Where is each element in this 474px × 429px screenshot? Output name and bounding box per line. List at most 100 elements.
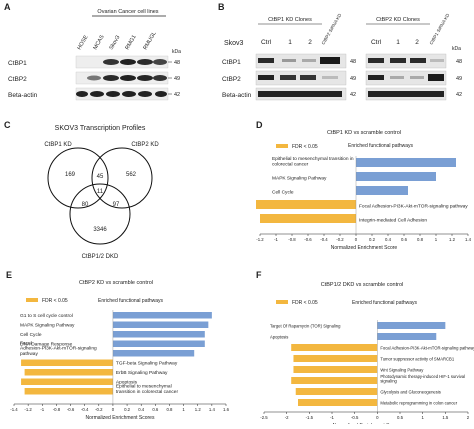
blot-label-ctbp2: CtBP2 [8,76,27,83]
x-tick-label: 0.8 [417,237,424,242]
bar [21,378,113,385]
chart-f: CtBP1/2 DKD vs scramble control FDR < 0.0… [260,282,474,429]
blot-label-ctbp1-b: CtBP1 [222,59,241,66]
bar [112,321,209,328]
venn-circle-ctbp2 [91,147,153,209]
venn-label-dkd: CtBP1/2 DKD [82,254,119,260]
chart-title: CtBP1 KD vs scramble control [327,130,401,136]
legend-label-fdr: FDR < 0.05 [292,144,318,150]
g1-lane-2: 2 [308,39,312,46]
category-label: Apoptosis [270,335,288,340]
g1-lane-ctrl: Ctrl [261,39,272,46]
category-label: Target Of Rapamycin (TOR) Signaling [270,324,341,329]
x-tick-label: 1.2 [195,407,202,412]
x-tick-label: -2 [285,415,289,420]
group2-title: CtBP2 KD Clones [376,17,420,23]
x-tick-label: -1.2 [256,237,264,242]
x-tick-label: 0.4 [138,407,145,412]
x-tick-label: -0.4 [81,407,89,412]
x-tick-label: 2 [467,415,470,420]
panel-label: B [218,2,225,12]
kda-48: 48 [174,60,180,66]
bar [377,322,446,329]
legend-swatch-fdr [276,144,288,148]
bar [260,214,356,223]
x-tick-label: 0.5 [397,415,404,420]
x-tick-label: -0.5 [351,415,359,420]
category-label: Photodynamic therapy-induced HIF-1 survi… [380,374,465,384]
bar [256,200,356,209]
x-tick-label: -0.8 [288,237,296,242]
western-blot-b: CtBP1 KD Clones CtBP2 KD Clones Skov3 Ct… [222,12,462,101]
bar [356,158,456,167]
bar [24,369,113,376]
bar [293,366,378,373]
x-tick-label: 0 [112,407,115,412]
x-tick-label: -1 [40,407,44,412]
panel-label: F [256,270,262,280]
bar [112,350,195,357]
blot-label-actin: Beta-actin [8,92,38,99]
chart-e: CtBP2 KD vs scramble control FDR < 0.05 En… [10,280,229,421]
bar [291,344,378,351]
g1-lane-sirna: CtBP2 SiRNA KD [321,12,343,45]
blot-label-ctbp1: CtBP1 [8,60,27,67]
panel-label: A [4,2,11,12]
kda-42: 42 [174,92,180,98]
kda-b1-48: 48 [350,59,356,65]
venn-circle-dkd [69,183,131,245]
x-tick-label: 1 [421,415,424,420]
western-blot-a: Ovarian Cancer cell lines HOSE MCAS Skov3 R… [8,9,181,101]
kda-49: 49 [174,76,180,82]
bar [291,377,378,384]
kda-label-b: kDa [452,46,461,52]
category-label: MAPK Signaling Pathway [20,323,75,329]
category-label: Wnt Signaling Pathway [380,368,424,373]
x-tick-label: 1 [182,407,185,412]
cell-lines-header: Ovarian Cancer cell lines [97,9,158,15]
g2-lane-ctrl: Ctrl [371,39,382,46]
category-label: Integrin-mediated Cell Adhesion [359,218,427,224]
kda-label: kDa [172,49,181,55]
g2-lane-1: 1 [396,39,400,46]
bar [112,331,205,338]
category-label: TGF-beta Signaling Pathway [116,361,178,367]
group1-title: CtBP1 KD Clones [268,17,312,23]
x-tick-label: -0.8 [53,407,61,412]
venn-label-ctbp2: CtBP2 KD [131,142,159,148]
lane-label: RMUGL [143,31,158,51]
x-tick-label: -0.4 [320,237,328,242]
x-tick-label: 0.2 [369,237,376,242]
g1-lane-1: 1 [288,39,292,46]
category-label: Focal Adhesion-PI3K-Akt-mTOR-signaling p… [380,346,474,351]
panel-d: D CtBP1 KD vs scramble control FDR < 0.05… [246,118,474,263]
venn-count-only2: 562 [126,172,137,178]
venn-count-only3: 3346 [93,227,107,233]
bar [293,355,378,362]
panel-e: E CtBP2 KD vs scramble control FDR < 0.05… [0,268,232,424]
x-tick-label: -1.5 [306,415,314,420]
venn-count-n23: 97 [113,202,120,208]
x-tick-label: -1 [274,237,278,242]
category-label: DNA Damage Response [20,342,73,348]
x-tick-label: 0.6 [401,237,408,242]
lane-label: RMG1 [125,34,138,51]
bar [295,388,378,395]
venn-count-n13: 80 [82,202,89,208]
panel-c: C SKOV3 Transcription Profiles CtBP1 KD … [0,118,190,263]
legend-label-fdr: FDR < 0.05 [42,298,68,304]
x-tick-label: 0.4 [385,237,392,242]
category-label: Focal Adhesion-PI3K-Akt-mTOR-signaling pat… [20,340,97,357]
panel-a: A Ovarian Cancer cell lines HOSE MCAS Skov… [0,0,190,112]
bar [298,399,378,406]
x-tick-label: 0.6 [152,407,159,412]
kda-b2-49: 49 [456,76,462,82]
x-axis-label: Normalized Enrichment Scores [86,415,155,421]
legend-label-enriched: Enriched functional pathways [352,300,418,306]
bar [377,333,437,340]
blot-label-ctbp2-b: CtBP2 [222,76,241,83]
x-axis-label: Normalized Enrichment Score [331,245,398,251]
x-tick-label: 1.5 [442,415,449,420]
category-label: MAPK Signaling Pathway [272,176,327,182]
x-tick-label: 1.4 [209,407,216,412]
